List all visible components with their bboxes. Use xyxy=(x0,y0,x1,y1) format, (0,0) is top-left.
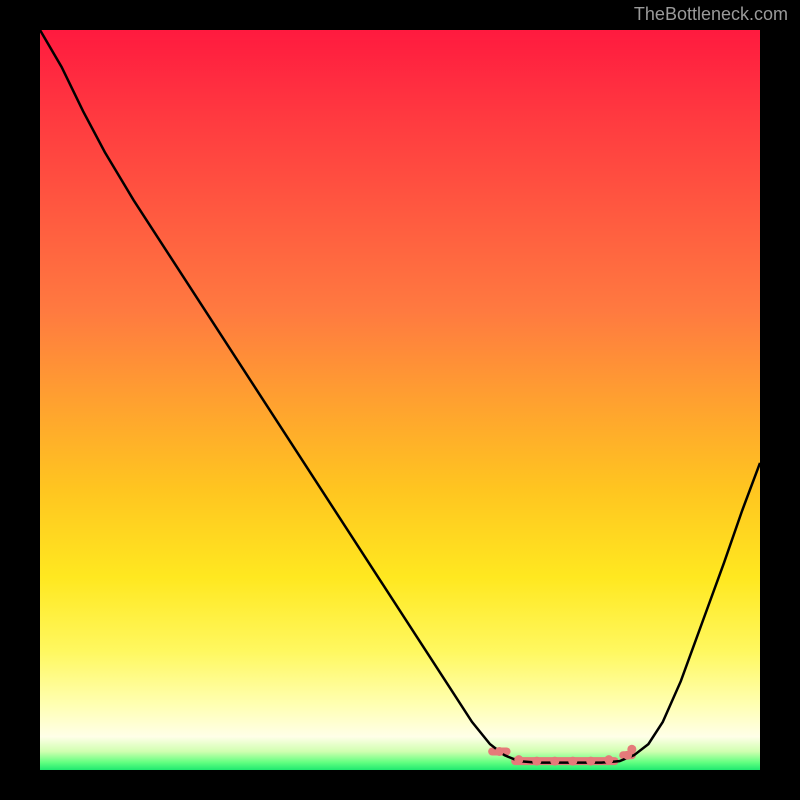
chart-container xyxy=(40,30,760,770)
curve-overlay xyxy=(40,30,760,770)
watermark-text: TheBottleneck.com xyxy=(634,4,788,25)
bottleneck-curve xyxy=(40,30,760,763)
